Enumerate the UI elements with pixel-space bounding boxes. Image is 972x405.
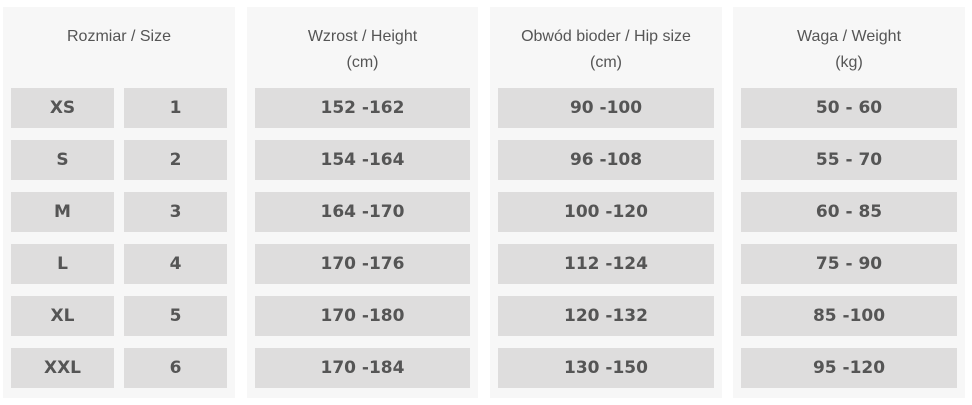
weight-cell: 60 - 85 (741, 192, 957, 232)
size-cell: XXL (11, 348, 114, 388)
weight-header: Waga / Weight (kg) (733, 24, 965, 76)
height-header-label: Wzrost / Height (307, 28, 418, 45)
size-header: Rozmiar / Size (3, 24, 235, 50)
weight-cell: 95 -120 (741, 348, 957, 388)
hip-header-label: Obwód bioder / Hip size (521, 28, 691, 45)
weight-cell: 55 - 70 (741, 140, 957, 180)
height-cell: 152 -162 (255, 88, 470, 128)
hip-cell: 90 -100 (498, 88, 714, 128)
weight-cell: 50 - 60 (741, 88, 957, 128)
height-cell: 170 -180 (255, 296, 470, 336)
size-cell: XS (11, 88, 114, 128)
height-cell: 154 -164 (255, 140, 470, 180)
height-cell: 170 -176 (255, 244, 470, 284)
size-cell: XL (11, 296, 114, 336)
number-cell: 2 (124, 140, 227, 180)
hip-unit: (cm) (590, 54, 622, 71)
weight-cell: 85 -100 (741, 296, 957, 336)
hip-cell: 120 -132 (498, 296, 714, 336)
size-cell: S (11, 140, 114, 180)
number-cell: 4 (124, 244, 227, 284)
number-cell: 5 (124, 296, 227, 336)
size-cell: L (11, 244, 114, 284)
hip-header: Obwód bioder / Hip size (cm) (490, 24, 722, 76)
number-cell: 3 (124, 192, 227, 232)
height-cell: 170 -184 (255, 348, 470, 388)
number-cell: 6 (124, 348, 227, 388)
weight-cell: 75 - 90 (741, 244, 957, 284)
hip-cell: 130 -150 (498, 348, 714, 388)
height-header: Wzrost / Height (cm) (247, 24, 478, 76)
height-cell: 164 -170 (255, 192, 470, 232)
hip-cell: 96 -108 (498, 140, 714, 180)
weight-header-label: Waga / Weight (796, 28, 902, 45)
size-header-label: Rozmiar / Size (66, 28, 172, 45)
hip-cell: 112 -124 (498, 244, 714, 284)
weight-unit: (kg) (835, 54, 863, 71)
hip-cell: 100 -120 (498, 192, 714, 232)
size-cell: M (11, 192, 114, 232)
number-cell: 1 (124, 88, 227, 128)
height-unit: (cm) (346, 54, 379, 71)
